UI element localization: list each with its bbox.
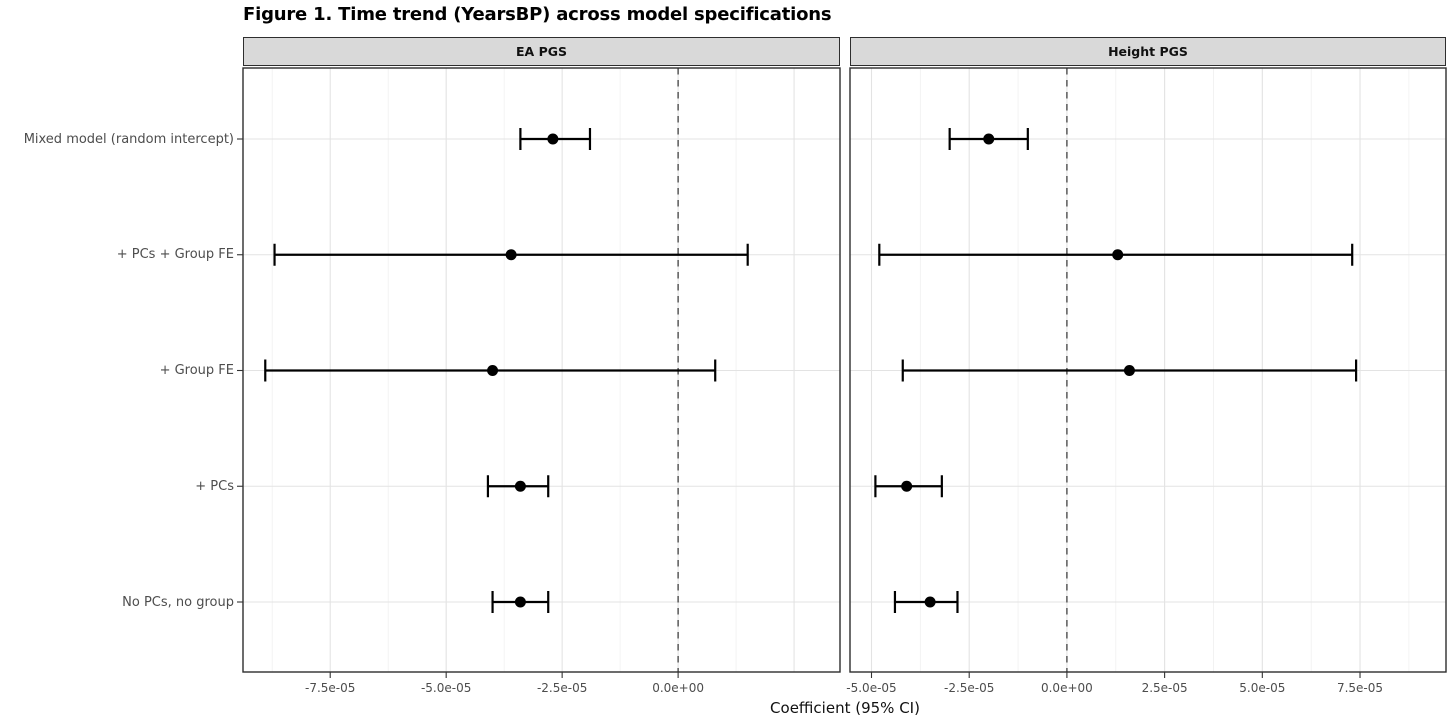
y-axis-tick-label: + PCs bbox=[195, 478, 234, 494]
x-axis-tick-label: -7.5e-05 bbox=[305, 681, 356, 695]
y-axis-tick-label: No PCs, no group bbox=[122, 594, 234, 610]
estimate-point bbox=[1112, 249, 1124, 261]
y-axis-tick-label: + PCs + Group FE bbox=[116, 247, 234, 263]
estimate-point bbox=[487, 365, 499, 376]
x-axis-title: Coefficient (95% CI) bbox=[770, 699, 920, 717]
estimate-point bbox=[901, 480, 913, 492]
x-axis-tick-label: -5.0e-05 bbox=[846, 681, 897, 695]
y-axis-tick-label: Mixed model (random intercept) bbox=[23, 131, 234, 147]
x-axis-tick-label: -2.5e-05 bbox=[943, 681, 995, 695]
estimate-point bbox=[1123, 365, 1135, 376]
figure-title: Figure 1. Time trend (YearsBP) across mo… bbox=[243, 4, 832, 25]
estimate-point bbox=[924, 596, 936, 608]
x-axis-tick-label: 7.5e-05 bbox=[1336, 681, 1384, 695]
x-axis-tick-label: 5.0e-05 bbox=[1239, 681, 1286, 695]
estimate-point bbox=[514, 480, 526, 492]
estimate-point bbox=[505, 249, 517, 261]
y-axis-tick-label: + Group FE bbox=[159, 363, 234, 378]
facet-strip-ea-pgs: EA PGS bbox=[243, 37, 840, 66]
facet-strip-height-pgs: Height PGS bbox=[850, 37, 1446, 66]
x-axis-tick-label: 2.5e-05 bbox=[1141, 681, 1188, 695]
x-axis-tick-label: -5.0e-05 bbox=[420, 681, 472, 695]
panel-border bbox=[849, 67, 1447, 673]
x-axis-tick-label: 0.0e+00 bbox=[652, 681, 704, 695]
estimate-point bbox=[547, 133, 559, 145]
estimate-point bbox=[983, 133, 995, 145]
estimate-point bbox=[514, 596, 526, 608]
x-axis-tick-label: -2.5e-05 bbox=[536, 681, 588, 695]
x-axis-tick-label: 0.0e+00 bbox=[1040, 681, 1093, 695]
